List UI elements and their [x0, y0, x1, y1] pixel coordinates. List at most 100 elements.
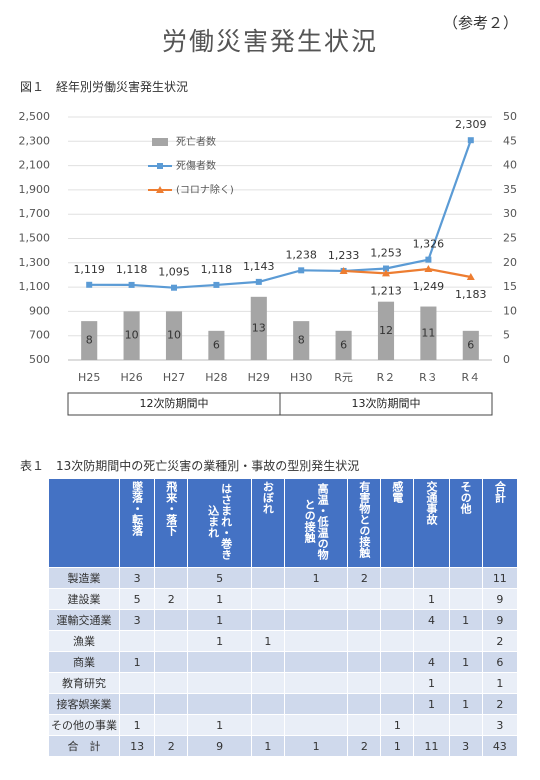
table-cell — [380, 693, 415, 715]
data-label: 1,213 — [370, 284, 402, 297]
table-cell — [187, 651, 252, 673]
table-cell: 5 — [187, 567, 252, 589]
table-cell — [448, 588, 483, 610]
column-header-text: 有害物との接触 — [357, 481, 371, 558]
marker — [128, 281, 135, 288]
table-cell — [347, 588, 382, 610]
table-row: その他の事業 1 1 1 3 — [48, 714, 519, 736]
row-label: 接客娯楽業 — [48, 693, 120, 715]
x-tick-label: R４ — [461, 371, 480, 384]
bar-label: 12 — [379, 324, 393, 337]
table-cell — [154, 651, 189, 673]
bar — [208, 330, 225, 360]
table-cell — [154, 609, 189, 631]
legend-marker — [156, 186, 164, 193]
bar — [420, 306, 437, 360]
table-cell — [250, 651, 285, 673]
bar-label: 10 — [167, 329, 181, 342]
column-header-text: 感電 — [390, 481, 404, 503]
table-cell: 2 — [347, 735, 382, 757]
table-cell: 2 — [481, 693, 519, 715]
table-cell — [347, 651, 382, 673]
y-tick-label: 2,500 — [19, 110, 51, 123]
x-tick-label: R２ — [377, 371, 396, 384]
table-cell — [413, 714, 450, 736]
table-row: 建設業 5 2 1 1 9 — [48, 588, 519, 610]
column-header-text: 合計 — [493, 481, 507, 503]
column-header: その他 — [448, 478, 483, 568]
period-label: 13次防期間中 — [352, 396, 421, 410]
column-header: はさまれ・巻き込まれ — [187, 478, 252, 568]
period-box — [279, 392, 493, 416]
table-cell — [283, 651, 349, 673]
bar — [462, 330, 479, 360]
table-row: 教育研究 1 1 — [48, 672, 519, 694]
bar-label: 11 — [421, 326, 435, 339]
y-tick-label: 2,100 — [19, 159, 51, 172]
table-cell — [250, 672, 285, 694]
table-cell: 1 — [380, 735, 415, 757]
column-header: 感電 — [380, 478, 415, 568]
data-label: 1,183 — [455, 288, 487, 301]
table-row: 製造業 3 5 1 2 11 — [48, 567, 519, 589]
table-cell: 1 — [283, 567, 349, 589]
table-cell — [283, 630, 349, 652]
bar-label: 6 — [467, 338, 474, 351]
table-cell — [154, 672, 189, 694]
table-cell — [250, 693, 285, 715]
x-tick-label: R３ — [419, 371, 438, 384]
table-cell: 11 — [413, 735, 450, 757]
table-cell — [347, 630, 382, 652]
bar-label: 8 — [86, 334, 93, 347]
table-cell — [154, 714, 189, 736]
table-cell: 3 — [481, 714, 519, 736]
column-header-text: おぼれ — [261, 481, 275, 514]
row-label: 教育研究 — [48, 672, 120, 694]
table-cell: 11 — [481, 567, 519, 589]
x-tick-label: H29 — [248, 371, 270, 384]
marker — [425, 256, 432, 263]
row-label: 漁業 — [48, 630, 120, 652]
table-cell — [118, 672, 156, 694]
table-cell: 9 — [481, 588, 519, 610]
table-cell — [283, 714, 349, 736]
data-label: 1,249 — [413, 280, 445, 293]
row-label: 運輸交通業 — [48, 609, 120, 631]
y2-tick-label: 15 — [503, 280, 517, 293]
table-cell — [187, 672, 252, 694]
table-cell: 13 — [118, 735, 156, 757]
table-cell — [118, 693, 156, 715]
table-cell — [118, 630, 156, 652]
table-cell — [250, 567, 285, 589]
y-tick-label: 1,900 — [19, 183, 51, 196]
table-cell: 5 — [118, 588, 156, 610]
bar — [377, 301, 395, 360]
reference: （参考２） — [442, 14, 518, 32]
y2-tick-label: 20 — [503, 256, 517, 269]
legend-label: (コロナ除く) — [176, 183, 234, 196]
column-header: 交通事故 — [413, 478, 450, 568]
page-title: 労働災害発生状況 — [161, 27, 378, 56]
y2-tick-label: 45 — [503, 134, 517, 147]
x-tick-label: H28 — [205, 371, 227, 384]
table-cell: 1 — [187, 714, 252, 736]
table-cell: 1 — [448, 693, 483, 715]
marker — [86, 281, 93, 288]
chart: 5007009001,1001,3001,5001,7001,9002,1002… — [19, 110, 517, 416]
table-cell — [380, 672, 415, 694]
column-header: 合計 — [481, 478, 519, 568]
bar — [335, 330, 352, 360]
table-cell — [380, 567, 415, 589]
marker — [382, 269, 390, 277]
y-tick-label: 700 — [29, 329, 50, 342]
table-cell: 3 — [118, 567, 156, 589]
table-cell: 1 — [118, 714, 156, 736]
table-cell — [448, 567, 483, 589]
column-header-text: その他 — [459, 481, 473, 514]
column-header-text: 飛来・落下 — [164, 481, 178, 536]
y-tick-label: 2,300 — [19, 134, 51, 147]
table-cell — [250, 714, 285, 736]
y2-tick-label: 35 — [503, 183, 517, 196]
table-cell: 1 — [283, 735, 349, 757]
table-cell: 3 — [448, 735, 483, 757]
